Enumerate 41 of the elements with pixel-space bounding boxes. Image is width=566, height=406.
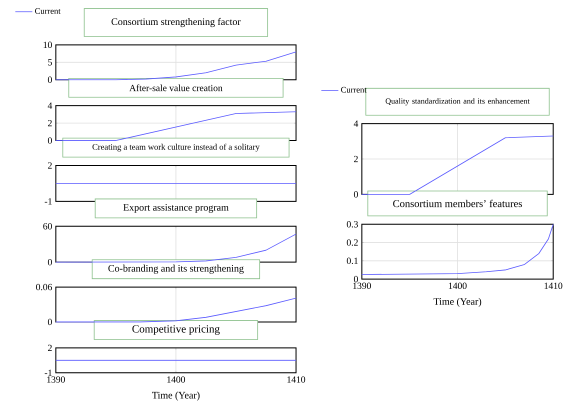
y-tick-label: 0 [48, 318, 52, 326]
line-series [361, 224, 554, 276]
x-tick-label: 1390 [353, 282, 371, 290]
y-tick-label: -1 [44, 198, 52, 205]
chart-title: Competitive pricing [132, 325, 220, 335]
x-tick-label: 1400 [167, 376, 186, 383]
y-tick-label: 0.1 [346, 258, 358, 264]
chart-title: Consortium members’ features [393, 200, 522, 208]
x-axis-title: Time (Year) [434, 298, 482, 308]
x-tick-label: 1390 [47, 376, 65, 383]
y-tick-label: 0 [354, 191, 358, 198]
y-tick-label: 0 [354, 276, 358, 282]
y-tick-label: 2 [48, 162, 52, 169]
chart-title: Co-branding and its strengthening [108, 264, 244, 274]
y-tick-label: -1 [44, 370, 52, 376]
y-tick-label: 0 [48, 76, 52, 84]
legend-label: Current [341, 87, 367, 93]
y-tick-label: 0.3 [346, 221, 358, 228]
y-tick-label: 2 [48, 344, 52, 352]
chart-title: After-sale value creation [129, 84, 222, 92]
y-tick-label: 5 [48, 59, 52, 66]
y-tick-label: 0 [48, 138, 52, 144]
line-series [55, 234, 296, 263]
y-tick-label: 2 [354, 156, 358, 162]
y-tick-label: 60 [43, 223, 52, 230]
line-series [55, 52, 296, 80]
y-tick-label: 0.2 [346, 239, 358, 246]
chart-title: Export assistance program [123, 204, 229, 213]
chart-title: Creating a team work culture instead of a solitary [92, 144, 260, 152]
y-tick-label: 0 [48, 259, 52, 266]
y-tick-label: 4 [354, 120, 358, 127]
x-axis-title: Time (Year) [152, 392, 200, 401]
x-tick-label: 1410 [287, 376, 306, 383]
x-tick-label: 1400 [448, 282, 467, 290]
x-tick-label: 1410 [544, 282, 562, 290]
y-tick-label: 4 [48, 102, 52, 109]
y-tick-label: 0.06 [36, 284, 52, 290]
legend-label: Current [35, 8, 61, 14]
y-tick-label: 10 [44, 42, 52, 48]
chart-title: Consortium strengthening factor [112, 18, 241, 28]
y-tick-label: 2 [48, 120, 52, 126]
